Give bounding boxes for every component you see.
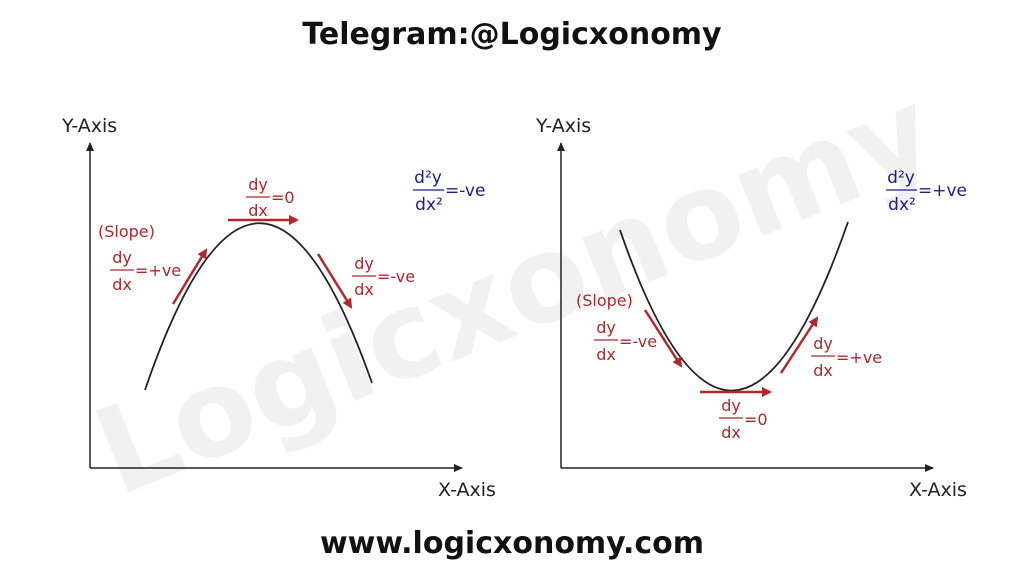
left-slope-positive: dy dx =+ve [110, 248, 181, 294]
slope-sign: =0 [744, 410, 768, 429]
fraction-numerator: dy [813, 334, 833, 353]
left-graph: Y-Axis X-Axis d²y dx² =-ve (Slope) dy dx… [61, 115, 496, 501]
left-slope-negative: dy dx =-ve [352, 254, 415, 299]
slope-sign: =0 [271, 188, 295, 207]
fraction-denominator: dx² [415, 195, 443, 215]
fraction-denominator: dx [354, 280, 374, 299]
fraction-denominator: dx [596, 345, 616, 364]
fraction-denominator: dx [112, 275, 132, 294]
fraction-denominator: dx [721, 423, 741, 442]
left-slope-zero: dy dx =0 [246, 175, 295, 220]
fraction-numerator: dy [721, 396, 741, 415]
fraction-numerator: d²y [887, 168, 915, 188]
fraction-numerator: dy [354, 254, 374, 273]
left-y-axis-label: Y-Axis [61, 115, 117, 137]
slope-sign: =+ve [836, 348, 882, 367]
second-derivative-sign: =-ve [445, 181, 485, 201]
second-derivative-sign: =+ve [918, 181, 967, 201]
fraction-numerator: dy [112, 248, 132, 267]
fraction-denominator: dx [813, 361, 833, 380]
left-concave-down-curve [144, 222, 373, 391]
left-tangent-negative-arrow [316, 253, 353, 309]
fraction-numerator: dy [596, 318, 616, 337]
slope-sign: =-ve [619, 332, 657, 351]
fraction-numerator: d²y [414, 168, 442, 188]
right-x-axis-label: X-Axis [909, 479, 967, 501]
watermark-text: Logicxonomy [77, 62, 952, 524]
fraction-denominator: dx² [888, 195, 916, 215]
right-slope-zero: dy dx =0 [719, 396, 768, 442]
right-tangent-positive-arrow [779, 316, 819, 374]
left-slope-label: (Slope) [98, 222, 155, 241]
left-second-derivative: d²y dx² =-ve [413, 168, 485, 215]
right-y-axis-label: Y-Axis [535, 115, 591, 137]
right-graph: Y-Axis X-Axis d²y dx² =+ve (Slope) dy dx… [535, 115, 967, 501]
right-slope-negative: dy dx =-ve [594, 318, 657, 364]
right-second-derivative: d²y dx² =+ve [886, 168, 967, 215]
slope-sign: =+ve [135, 261, 181, 280]
right-concave-up-curve [619, 221, 849, 392]
website-footer: www.logicxonomy.com [320, 526, 704, 561]
right-tangent-negative-arrow [643, 309, 683, 368]
right-slope-label: (Slope) [576, 291, 633, 310]
left-x-axis-label: X-Axis [438, 479, 496, 501]
fraction-numerator: dy [248, 175, 268, 194]
left-tangent-positive-arrow [171, 248, 208, 305]
slope-sign: =-ve [377, 267, 415, 286]
page-title: Telegram:@Logicxonomy [302, 17, 722, 52]
right-slope-positive: dy dx =+ve [811, 334, 882, 380]
fraction-denominator: dx [248, 201, 268, 220]
